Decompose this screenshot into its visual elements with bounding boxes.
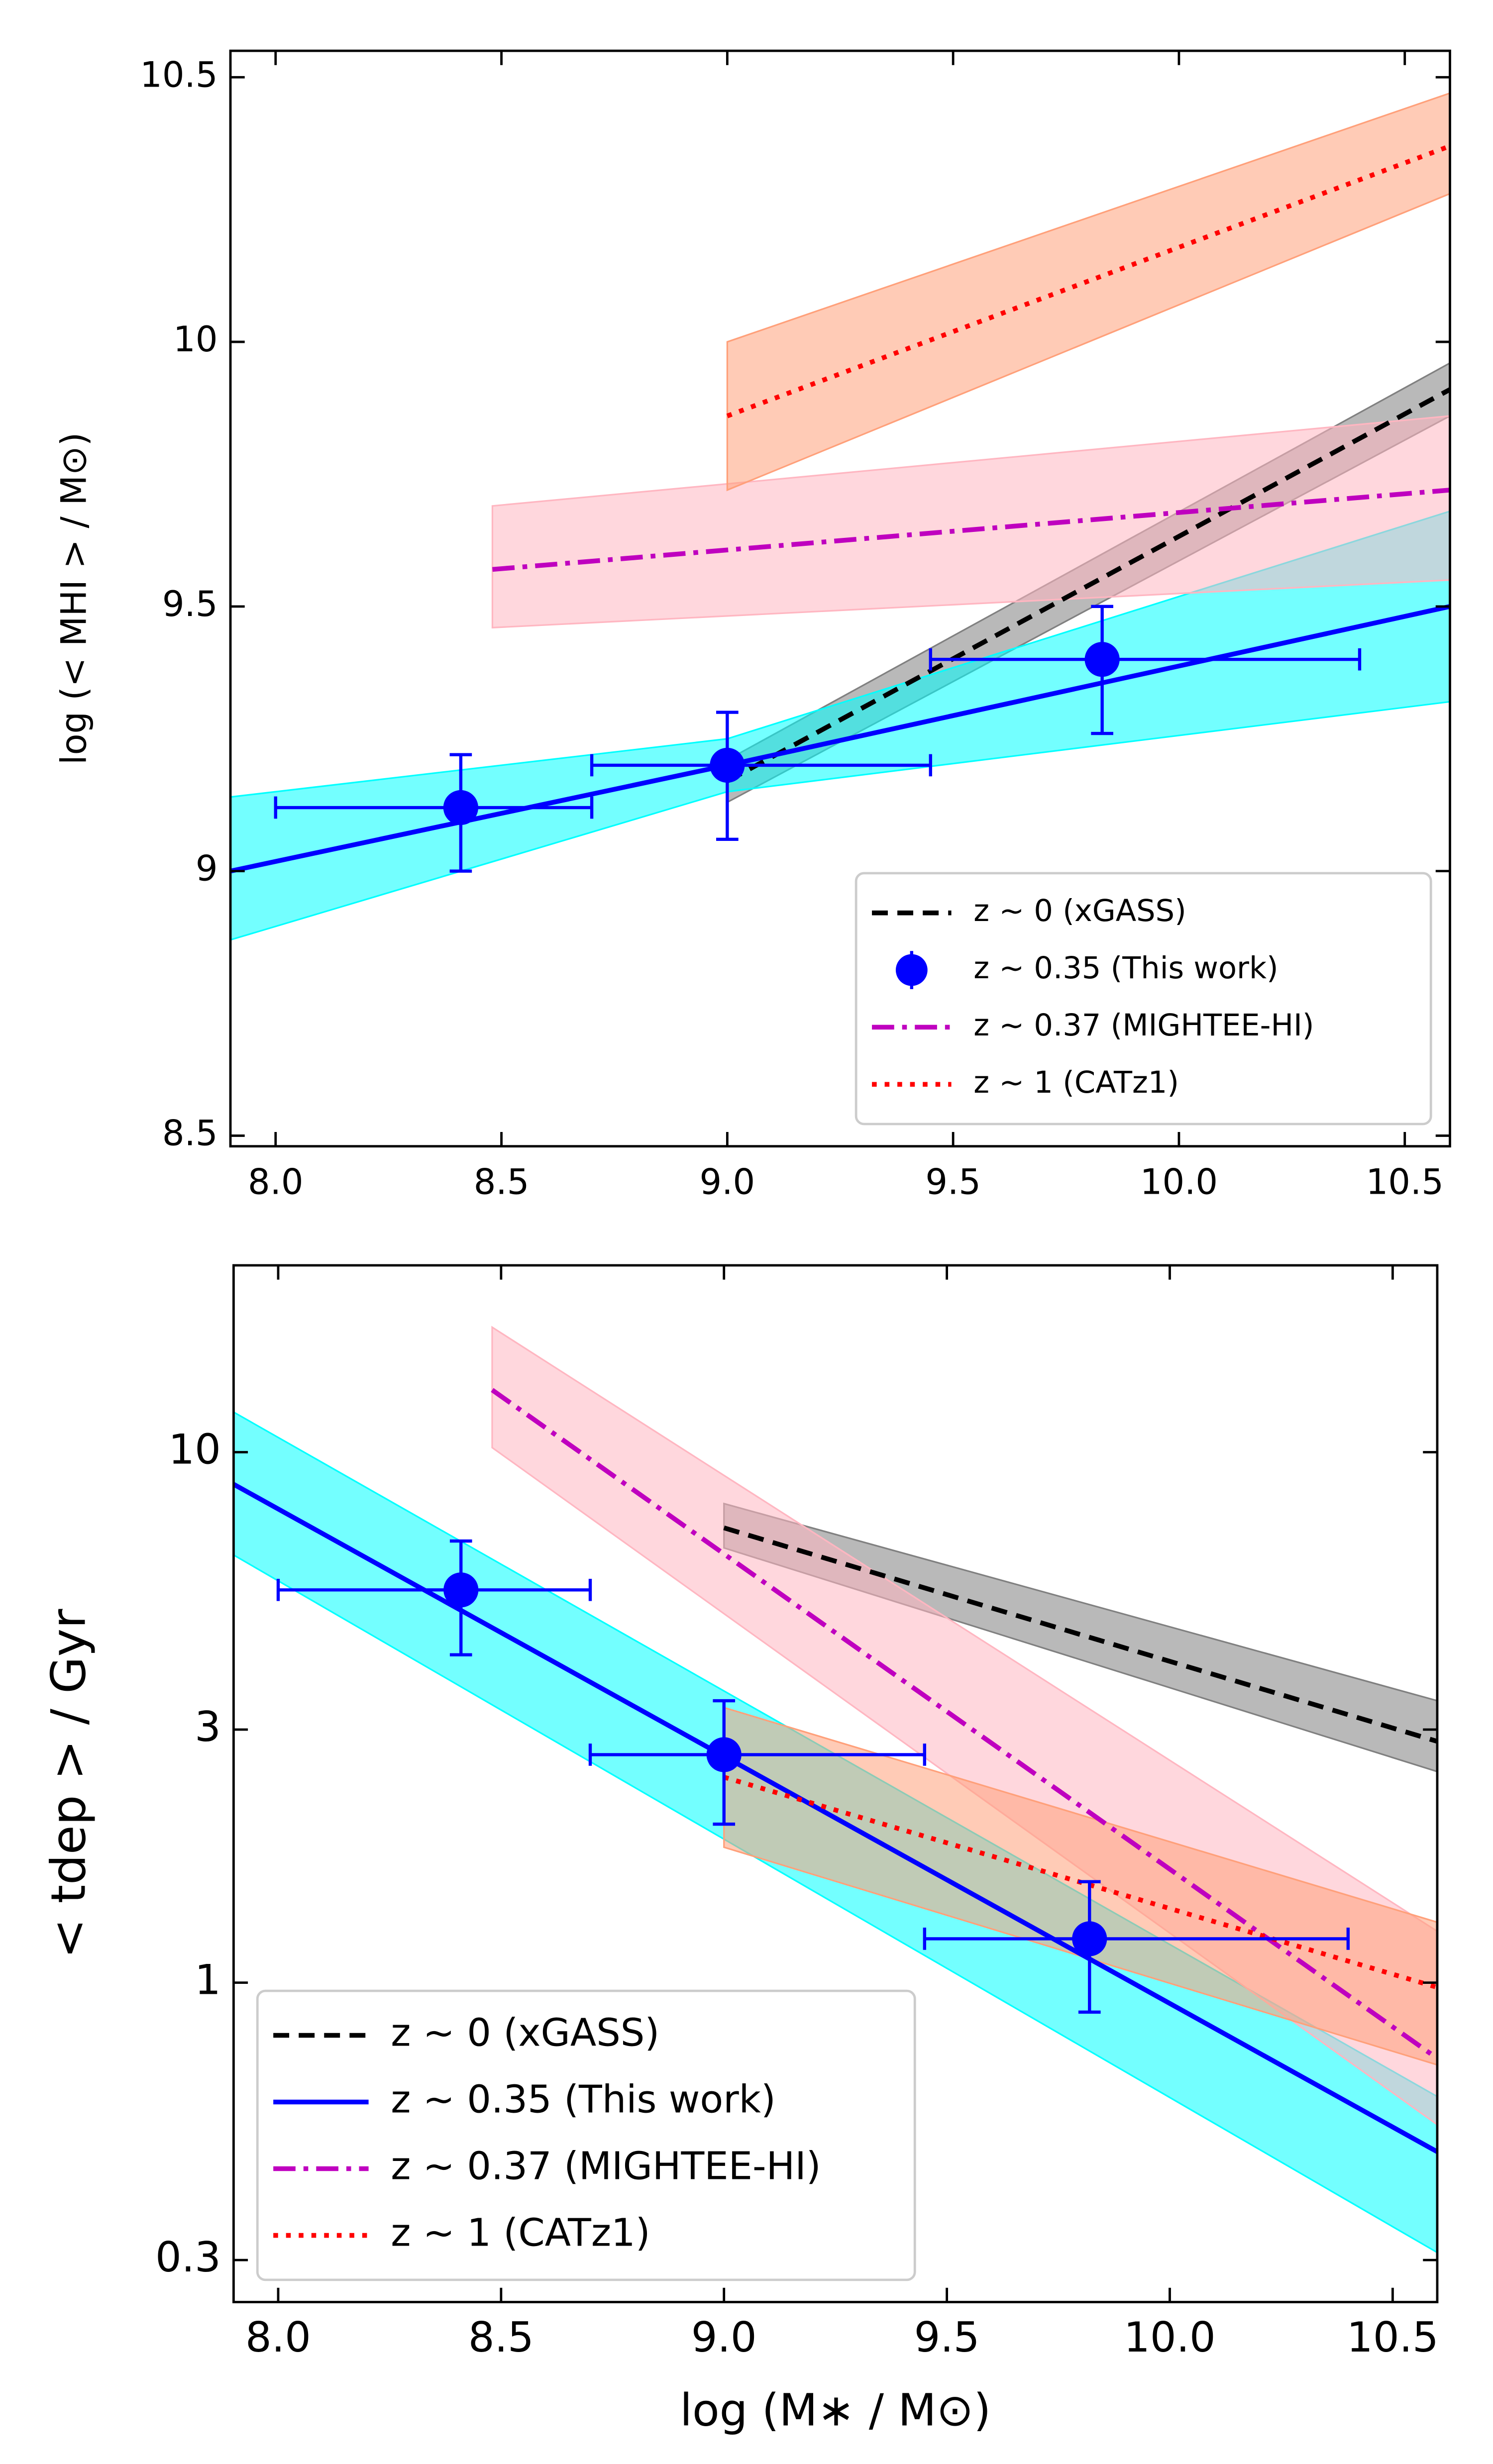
x-tick-label: 10.5 xyxy=(1347,2313,1439,2361)
plot-area xyxy=(233,1326,1437,2254)
y-tick-label: 3 xyxy=(195,1703,221,1751)
x-tick-label: 10.0 xyxy=(1124,2313,1216,2361)
legend-box xyxy=(854,872,1432,1126)
trend-line xyxy=(491,1388,1437,2060)
y-axis-label: < tdep > / Gyr xyxy=(40,1609,96,1958)
x-tick-label: 10.0 xyxy=(1140,1161,1218,1202)
x-tick-label: 9.5 xyxy=(925,1161,981,1202)
plot-area xyxy=(230,92,1450,941)
trend-line xyxy=(726,387,1450,784)
data-point xyxy=(710,747,745,783)
chart: 8.0 8.5 9.0 9.5 10.0 10.5 8.5 9 9.5 10 10.5 log (< … xyxy=(54,49,1451,1202)
legend: z ∼ 0 (xGASS) z ∼ 0.35 (This work) z ∼ 0.3… xyxy=(256,1989,916,2281)
legend-label: z ∼ 0.35 (This work) xyxy=(973,951,1278,986)
data-point xyxy=(443,1572,479,1608)
data-point xyxy=(443,790,478,825)
y-tick-label: 0.3 xyxy=(155,2233,221,2281)
y-tick-label: 9 xyxy=(196,848,218,889)
x-tick-label: 10.5 xyxy=(1366,1161,1444,1202)
x-tick-label: 8.0 xyxy=(248,1161,304,1202)
x-axis-label: log (M∗ / M⊙) xyxy=(680,2384,991,2436)
confidence-band xyxy=(491,415,1450,629)
legend-label: z ∼ 0 (xGASS) xyxy=(391,2011,659,2055)
legend-label: z ∼ 0.37 (MIGHTEE-HI) xyxy=(973,1008,1314,1043)
trend-line xyxy=(726,144,1450,418)
legend-label: z ∼ 0.37 (MIGHTEE-HI) xyxy=(391,2145,821,2189)
data-point xyxy=(706,1737,742,1772)
y-tick-label: 9.5 xyxy=(162,584,218,624)
chart: 8.0 8.5 9.0 9.5 10.0 10.5 0.3 1 3 10 < tdep > / Gy… xyxy=(40,1264,1439,2436)
confidence-band xyxy=(726,92,1450,492)
data-point xyxy=(1084,642,1120,677)
trend-line xyxy=(492,488,1450,572)
trend-line xyxy=(233,1482,1437,2154)
legend: z ∼ 0 (xGASS) z ∼ 0.35 (This work) z ∼ 0.3… xyxy=(854,872,1432,1126)
x-tick-label: 8.0 xyxy=(245,2313,311,2361)
trend-line xyxy=(723,1526,1437,1744)
legend-swatch xyxy=(895,954,928,986)
y-tick-label: 8.5 xyxy=(162,1113,218,1153)
x-tick-label: 8.5 xyxy=(474,1161,530,1202)
y-axis-label: log (< MHI > / M⊙) xyxy=(54,432,95,765)
trend-line xyxy=(230,604,1450,874)
data-point xyxy=(1072,1921,1107,1956)
legend-label: z ∼ 1 (CATz1) xyxy=(973,1065,1179,1100)
plot-frame xyxy=(229,49,1451,1148)
legend-label: z ∼ 0 (xGASS) xyxy=(973,894,1186,928)
plot-frame xyxy=(232,1264,1439,2303)
y-tick-label: 10 xyxy=(168,1425,221,1473)
x-tick-label: 9.5 xyxy=(914,2313,980,2361)
legend-box xyxy=(256,1989,916,2281)
y-tick-label: 10 xyxy=(173,319,217,360)
y-tick-label: 1 xyxy=(195,1956,221,2004)
x-tick-label: 9.0 xyxy=(700,1161,755,1202)
legend-label: z ∼ 0.35 (This work) xyxy=(391,2078,776,2122)
x-tick-label: 9.0 xyxy=(691,2313,757,2361)
y-tick-label: 10.5 xyxy=(140,54,217,95)
x-tick-label: 8.5 xyxy=(468,2313,534,2361)
legend-label: z ∼ 1 (CATz1) xyxy=(391,2211,650,2256)
